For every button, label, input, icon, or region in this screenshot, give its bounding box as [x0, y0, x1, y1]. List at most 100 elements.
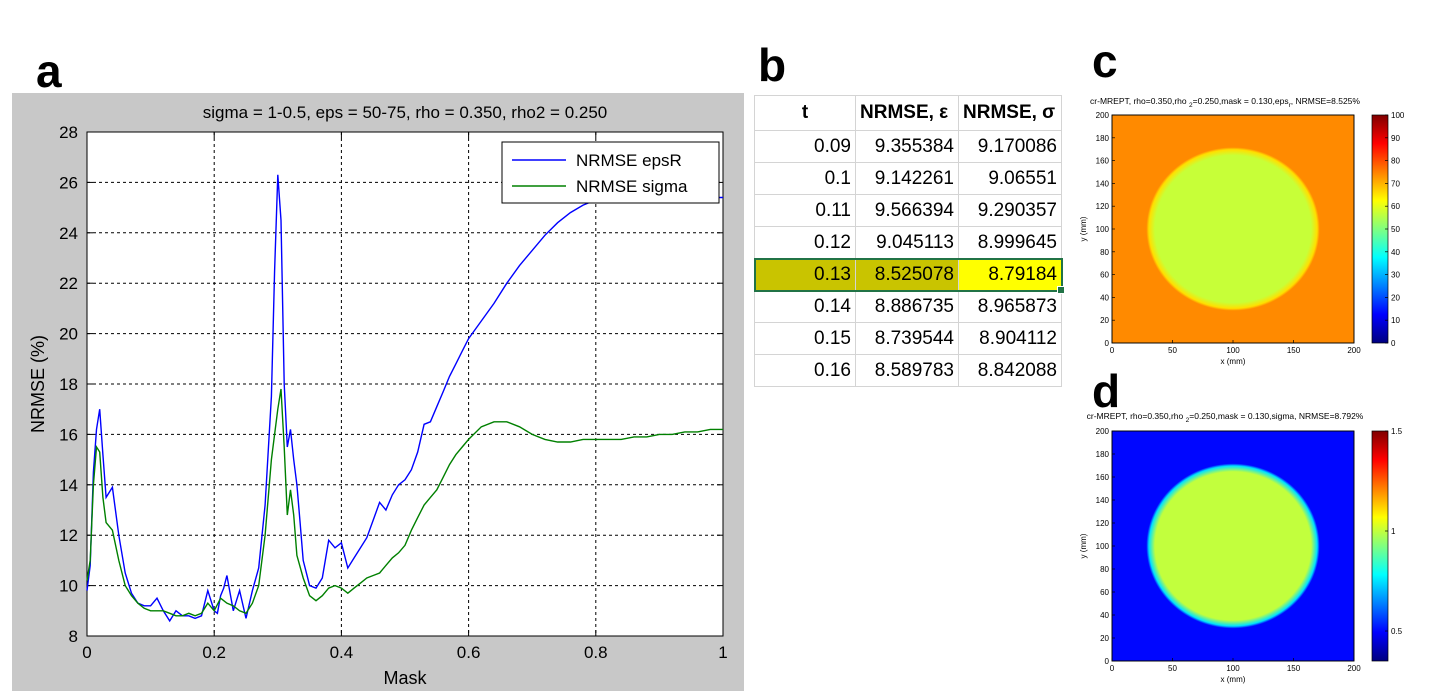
table-row[interactable]: 0.13 8.525078 8.79184 [754, 258, 1062, 291]
cell-nrmse-sigma[interactable]: 9.170086 [958, 130, 1062, 163]
cell-nrmse-sigma[interactable]: 9.290357 [958, 194, 1062, 227]
title-part: cr-MREPT, rho=0.350,rho [1090, 96, 1189, 106]
cell-nrmse-eps[interactable]: 9.566394 [855, 194, 959, 227]
eps-heatmap-panel: cr-MREPT, rho=0.350,rho 2=0.250,mask = 0… [1074, 95, 1440, 370]
cell-nrmse-eps[interactable]: 9.142261 [855, 162, 959, 195]
colorbar-tick-label: 0.5 [1391, 627, 1403, 636]
table-row[interactable]: 0.1 9.142261 9.06551 [754, 162, 1062, 195]
y-tick-label: 120 [1096, 519, 1110, 528]
x-tick-label: 100 [1226, 664, 1240, 673]
y-tick-label: 180 [1096, 134, 1110, 143]
y-tick-label: 0 [1105, 657, 1110, 666]
heatmap-circle-region [1146, 463, 1320, 629]
y-tick-label: 28 [59, 123, 78, 142]
cell-nrmse-eps[interactable]: 8.589783 [855, 354, 959, 387]
cell-nrmse-sigma[interactable]: 8.904112 [958, 322, 1062, 355]
y-tick-label: 80 [1100, 565, 1109, 574]
y-tick-label: 140 [1096, 496, 1110, 505]
x-tick-label: 1 [718, 643, 727, 662]
x-tick-label: 200 [1347, 346, 1361, 355]
y-tick-label: 0 [1105, 339, 1110, 348]
table-row[interactable]: 0.12 9.045113 8.999645 [754, 226, 1062, 259]
cell-nrmse-eps[interactable]: 8.739544 [855, 322, 959, 355]
sigma-heatmap: cr-MREPT, rho=0.350,rho 2=0.250,mask = 0… [1079, 411, 1403, 684]
y-tick-label: 10 [59, 577, 78, 596]
colorbar-tick-label: 1 [1391, 527, 1396, 536]
panel-label-d: d [1092, 365, 1121, 417]
colorbar-tick-label: 30 [1391, 271, 1400, 280]
y-tick-label: 24 [59, 224, 78, 243]
series-line-sigma [86, 388, 723, 617]
y-tick-label: 140 [1096, 179, 1110, 188]
cell-nrmse-sigma[interactable]: 8.965873 [958, 290, 1062, 323]
x-tick-label: 0.4 [330, 643, 354, 662]
y-axis-label: NRMSE (%) [28, 335, 48, 433]
title-part: 2 [1186, 417, 1190, 424]
x-tick-label: 150 [1287, 346, 1301, 355]
y-tick-label: 80 [1100, 248, 1109, 257]
y-axis-label: y (mm) [1079, 216, 1088, 241]
panel-label-a: a [36, 45, 62, 97]
cell-t[interactable]: 0.12 [754, 226, 856, 259]
cell-t[interactable]: 0.11 [754, 194, 856, 227]
x-axis-label: Mask [383, 668, 427, 688]
colorbar-tick-label: 70 [1391, 179, 1400, 188]
cell-nrmse-eps[interactable]: 8.525078 [855, 258, 959, 291]
x-axis-label: x (mm) [1221, 357, 1246, 366]
y-tick-label: 40 [1100, 293, 1109, 302]
y-tick-label: 26 [59, 173, 78, 192]
cell-t[interactable]: 0.14 [754, 290, 856, 323]
table-row[interactable]: 0.11 9.566394 9.290357 [754, 194, 1062, 227]
y-tick-label: 180 [1096, 450, 1110, 459]
y-tick-label: 160 [1096, 157, 1110, 166]
cell-t[interactable]: 0.15 [754, 322, 856, 355]
title-part: r [1289, 102, 1292, 109]
x-tick-label: 0.8 [584, 643, 608, 662]
cell-t[interactable]: 0.1 [754, 162, 856, 195]
colorbar [1371, 430, 1389, 662]
panel-label-b: b [758, 39, 787, 91]
y-tick-label: 14 [59, 476, 78, 495]
nrmse-line-chart: 0 0.2 0.4 0.6 0.8 1810121416182022242628sigma… [12, 93, 744, 691]
table-row[interactable]: 0.14 8.886735 8.965873 [754, 290, 1062, 323]
x-tick-label: 0.6 [457, 643, 481, 662]
title-part: cr-MREPT, rho=0.350,rho [1087, 411, 1186, 421]
y-tick-label: 16 [59, 425, 78, 444]
sigma-heatmap-panel: cr-MREPT, rho=0.350,rho 2=0.250,mask = 0… [1074, 408, 1440, 691]
colorbar-tick-label: 10 [1391, 316, 1400, 325]
x-tick-label: 200 [1347, 664, 1361, 673]
y-tick-label: 20 [59, 325, 78, 344]
x-tick-label: 0 [1110, 664, 1115, 673]
fill-handle[interactable] [1056, 285, 1065, 294]
table-row[interactable]: 0.16 8.589783 8.842088 [754, 354, 1062, 387]
y-axis-label: y (mm) [1079, 533, 1088, 558]
cell-nrmse-eps[interactable]: 8.886735 [855, 290, 959, 323]
heatmap-title: cr-MREPT, rho=0.350,rho 2=0.250,mask = 0… [1090, 96, 1360, 109]
colorbar-tick-label: 80 [1391, 157, 1400, 166]
cell-t[interactable]: 0.16 [754, 354, 856, 387]
legend-box [501, 141, 720, 204]
table-row[interactable]: 0.15 8.739544 8.904112 [754, 322, 1062, 355]
title-part: 2 [1189, 102, 1193, 109]
colorbar-tick-label: 1.5 [1391, 427, 1403, 436]
cell-t[interactable]: 0.13 [754, 258, 856, 291]
y-tick-label: 8 [69, 627, 78, 646]
cell-nrmse-eps[interactable]: 9.355384 [855, 130, 959, 163]
cell-nrmse-sigma[interactable]: 8.999645 [958, 226, 1062, 259]
nrmse-table: t NRMSE, ε NRMSE, σ 0.09 9.355384 9.170086… [754, 95, 1062, 387]
colorbar-tick-label: 0 [1391, 339, 1396, 348]
table-row[interactable]: 0.09 9.355384 9.170086 [754, 130, 1062, 163]
cell-t[interactable]: 0.09 [754, 130, 856, 163]
legend-label: NRMSE sigma [576, 177, 688, 196]
y-tick-label: 200 [1096, 427, 1110, 436]
x-tick-label: 0 [82, 643, 91, 662]
y-tick-label: 60 [1100, 588, 1109, 597]
x-tick-label: 0 [1110, 346, 1115, 355]
cell-nrmse-sigma[interactable]: 8.79184 [958, 258, 1062, 291]
cell-nrmse-sigma[interactable]: 8.842088 [958, 354, 1062, 387]
y-tick-label: 160 [1096, 473, 1110, 482]
cell-nrmse-eps[interactable]: 9.045113 [855, 226, 959, 259]
colorbar-tick-label: 40 [1391, 248, 1400, 257]
cell-nrmse-sigma[interactable]: 9.06551 [958, 162, 1062, 195]
y-tick-label: 20 [1100, 316, 1109, 325]
